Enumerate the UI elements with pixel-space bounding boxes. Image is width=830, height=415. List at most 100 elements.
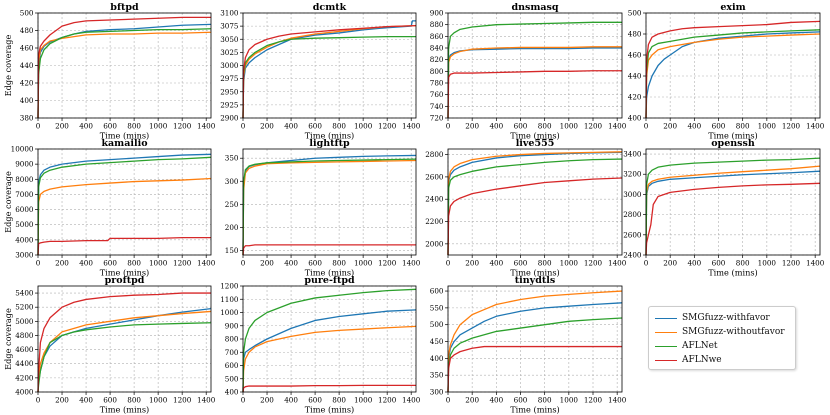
x-axis-label: Time (mins) [708, 268, 758, 278]
series-line-aflnwe [645, 182, 821, 256]
x-tick-label: 400 [79, 122, 93, 131]
chart-title: bftpd [110, 2, 139, 13]
chart-title: exim [720, 2, 745, 13]
x-tick-label: 200 [663, 122, 677, 131]
x-tick-label: 1000 [560, 122, 579, 131]
x-tick-label: 800 [332, 396, 346, 405]
x-tick-label: 0 [241, 122, 246, 131]
x-tick-label: 0 [446, 396, 451, 405]
panel-bftpd: 0 200 400 600 800 1000 1200 1400 380 400 420 440 460… [3, 2, 216, 141]
x-tick-label: 400 [489, 122, 503, 131]
y-tick-label: 350 [430, 371, 444, 380]
series-line-aflnet [242, 158, 417, 256]
x-axis-label: Time (mins) [510, 268, 560, 278]
y-tick-label: 740 [430, 102, 444, 111]
x-tick-label: 600 [712, 259, 726, 268]
x-tick-label: 1400 [608, 259, 627, 268]
y-tick-label: 2950 [220, 87, 239, 96]
y-tick-label: 420 [628, 93, 642, 102]
y-tick-label: 1100 [220, 295, 239, 304]
y-axis-label: Edge coverage [3, 308, 13, 370]
x-tick-label: 800 [736, 122, 750, 131]
x-tick-label: 1200 [782, 122, 801, 131]
series-line-smgfuzz-withfavor [447, 151, 623, 256]
x-axis-label: Time (mins) [305, 268, 355, 278]
x-tick-label: 1200 [782, 259, 801, 268]
y-tick-label: 4200 [15, 373, 34, 382]
x-tick-label: 200 [465, 259, 479, 268]
y-tick-label: 500 [20, 9, 34, 18]
y-tick-label: 7000 [15, 190, 34, 199]
y-axis-label: Edge coverage [3, 171, 13, 233]
x-tick-label: 1200 [584, 122, 603, 131]
y-tick-label: 300 [430, 388, 444, 397]
legend-item-aflnwe: AFLNwe [655, 353, 722, 367]
x-axis-label: Time (mins) [510, 405, 560, 415]
x-tick-label: 1000 [758, 259, 777, 268]
axes-frame [645, 12, 821, 119]
x-tick-label: 200 [260, 396, 274, 405]
x-tick-label: 1000 [758, 122, 777, 131]
x-tick-label: 1200 [173, 122, 192, 131]
legend-item-smgfuzz-withfavor: SMGfuzz-withfavor [655, 311, 770, 325]
y-tick-label: 2800 [425, 150, 444, 159]
x-tick-label: 1200 [378, 396, 397, 405]
series-line-aflnet [447, 158, 623, 256]
y-tick-label: 9000 [15, 160, 34, 169]
series-line-smgfuzz-withoutfavor [37, 177, 212, 256]
chart-title: lightftp [309, 138, 350, 149]
x-tick-label: 1000 [149, 122, 168, 131]
x-tick-label: 800 [127, 259, 141, 268]
panel-openssh: 0 200 400 600 800 1000 1200 1400 2400 2600 2800 300… [623, 138, 825, 278]
legend-item-smgfuzz-withoutfavor: SMGfuzz-withoutfavor [655, 325, 785, 339]
x-tick-label: 600 [514, 396, 528, 405]
series-line-aflnet [645, 29, 821, 119]
x-tick-label: 1000 [354, 396, 373, 405]
series-line-aflnet [447, 317, 623, 393]
y-tick-label: 4000 [15, 235, 34, 244]
x-tick-label: 1400 [402, 259, 421, 268]
x-tick-label: 200 [55, 122, 69, 131]
x-tick-label: 400 [687, 259, 701, 268]
y-tick-label: 400 [20, 96, 34, 105]
y-tick-label: 5000 [15, 317, 34, 326]
x-tick-label: 0 [241, 396, 246, 405]
x-tick-label: 1200 [173, 259, 192, 268]
x-tick-label: 600 [308, 259, 322, 268]
y-tick-label: 2800 [623, 210, 642, 219]
axes-frame [37, 285, 212, 393]
y-tick-label: 820 [430, 55, 444, 64]
y-tick-label: 880 [430, 20, 444, 29]
x-tick-label: 400 [284, 396, 298, 405]
x-tick-label: 800 [538, 396, 552, 405]
chart-title: kamailio [101, 138, 147, 149]
x-tick-label: 200 [663, 259, 677, 268]
x-tick-label: 600 [103, 396, 117, 405]
x-tick-label: 400 [687, 122, 701, 131]
y-tick-label: 5200 [15, 303, 34, 312]
x-tick-label: 200 [465, 122, 479, 131]
y-tick-label: 500 [225, 374, 239, 383]
series-line-smgfuzz-withfavor [447, 47, 622, 119]
series-line-smgfuzz-withoutfavor [37, 310, 212, 393]
y-tick-label: 500 [628, 9, 642, 18]
x-tick-label: 1000 [354, 122, 373, 131]
y-tick-label: 550 [430, 303, 444, 312]
x-tick-label: 1400 [402, 396, 421, 405]
x-axis-label: Time (mins) [305, 131, 355, 141]
y-tick-label: 4400 [15, 359, 34, 368]
y-tick-label: 1200 [220, 282, 239, 291]
x-tick-label: 200 [465, 396, 479, 405]
series-line-aflnwe [37, 292, 211, 393]
x-axis-label: Time (mins) [708, 131, 758, 141]
series-line-smgfuzz-withoutfavor [447, 151, 623, 256]
y-tick-label: 480 [628, 30, 642, 39]
chart-title: live555 [516, 138, 555, 149]
y-tick-label: 2900 [220, 114, 239, 123]
series-line-smgfuzz-withoutfavor [645, 165, 821, 256]
y-tick-label: 3100 [220, 9, 239, 18]
x-tick-label: 600 [514, 259, 528, 268]
y-tick-label: 600 [225, 361, 239, 370]
x-tick-label: 1200 [584, 396, 603, 405]
x-tick-label: 400 [284, 259, 298, 268]
